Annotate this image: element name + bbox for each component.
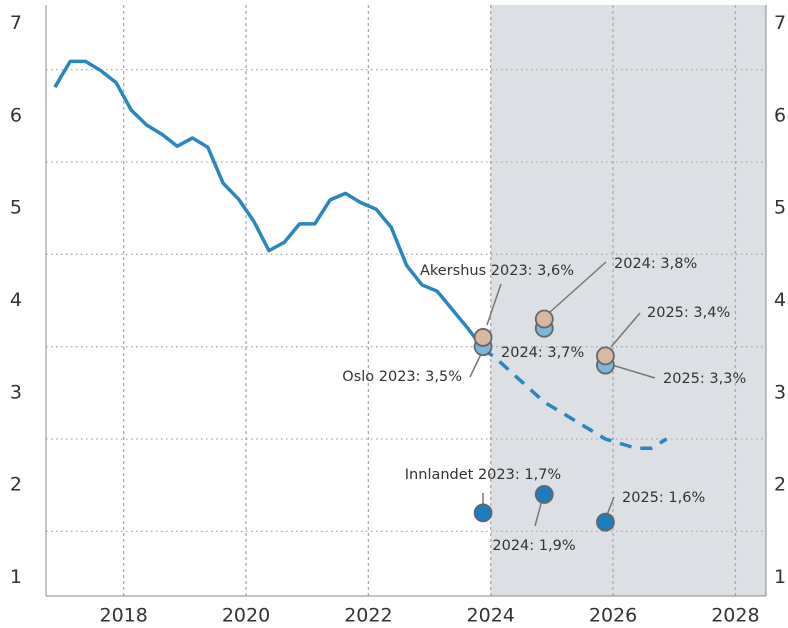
- point: [534, 485, 554, 504]
- leader-line: [611, 364, 656, 379]
- annotation: 2024: 3,8%: [614, 256, 697, 272]
- leader-line: [534, 499, 543, 527]
- y2-tick-label: 2: [774, 474, 786, 496]
- annotation: Innlandet 2023: 1,7%: [405, 467, 561, 483]
- leader-line: [469, 351, 483, 378]
- y-tick-label: 1: [10, 566, 22, 588]
- y2-tick-label: 1: [774, 566, 786, 588]
- x-tick-label: 2026: [589, 605, 637, 627]
- y-tick-label: 7: [10, 12, 22, 34]
- y-tick-label: 3: [10, 381, 22, 403]
- y2-tick-label: 7: [774, 12, 786, 34]
- point: [473, 503, 493, 523]
- x-tick-label: 2020: [222, 605, 270, 627]
- line: [53, 59, 485, 350]
- x-tick-label: 2022: [344, 605, 392, 627]
- y2-tick-label: 6: [774, 104, 786, 126]
- annotation: 2024: 3,7%: [501, 345, 584, 361]
- y2-tick-label: 4: [774, 289, 786, 311]
- leader-line: [606, 496, 615, 516]
- point: [534, 309, 554, 329]
- x-tick-label: 2028: [711, 605, 759, 627]
- annotation: Akershus 2023: 3,6%: [420, 263, 574, 279]
- y2-tick-label: 5: [774, 197, 786, 219]
- leader-line: [549, 261, 607, 313]
- x-tick-label: 2018: [100, 605, 148, 627]
- point: [596, 346, 615, 366]
- y-tick-label: 5: [10, 197, 22, 219]
- y2-tick-label: 3: [774, 381, 786, 403]
- point: [473, 328, 493, 347]
- annotation: 2025: 3,3%: [663, 371, 746, 387]
- x-tick-label: 2024: [467, 605, 515, 627]
- annotation: Oslo 2023: 3,5%: [342, 369, 462, 385]
- y-tick-label: 2: [10, 474, 22, 496]
- leader-line: [486, 283, 502, 326]
- leader-line: [610, 312, 641, 348]
- annotation: 2025: 3,4%: [647, 305, 730, 321]
- y-tick-label: 4: [10, 289, 22, 311]
- annotation: 2025: 1,6%: [622, 490, 705, 506]
- y-tick-label: 6: [10, 104, 22, 126]
- point: [596, 512, 615, 532]
- annotation: 2024: 1,9%: [492, 538, 575, 554]
- forecast-shade: [490, 5, 766, 596]
